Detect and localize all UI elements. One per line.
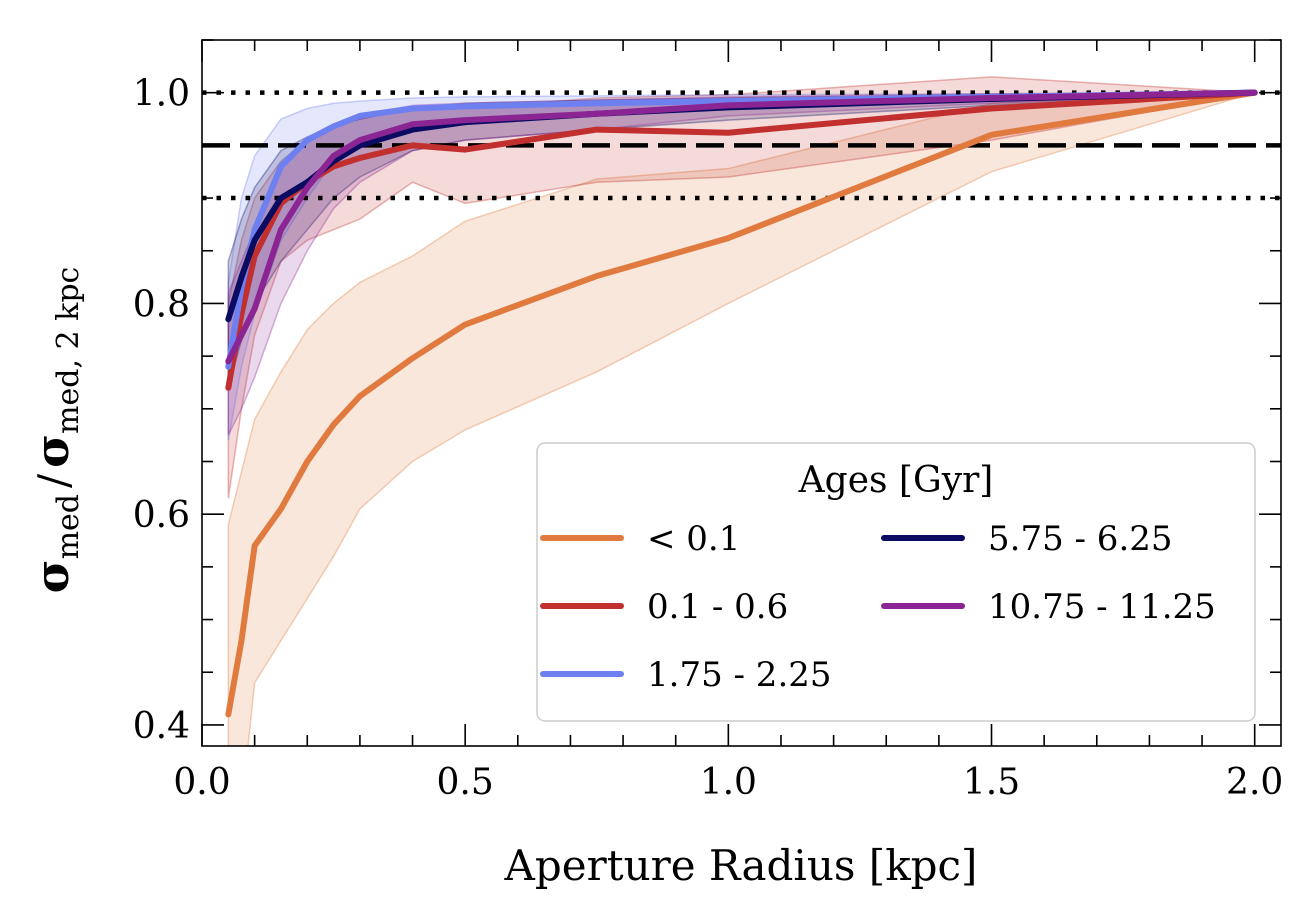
plot-frame: [201, 39, 1282, 747]
series-line-1: [225, 89, 1258, 391]
legend-title: Ages [Gyr]: [798, 460, 994, 501]
series-line-0: [225, 89, 1258, 718]
y-label-sub-1: med: [51, 494, 86, 559]
legend-label-1: 0.1 - 0.6: [647, 587, 788, 627]
y-axis-label: σmed/σmed, 2 kpc: [25, 267, 86, 594]
x-tick-label: 0.5: [437, 762, 494, 803]
y-label-sigma-2: σ: [25, 434, 79, 468]
axis-ticks: [201, 39, 1281, 746]
y-label-slash: /: [29, 473, 78, 488]
legend-label-3: 5.75 - 6.25: [988, 519, 1173, 559]
legend-box: [536, 442, 1256, 722]
legend-label-2: 1.75 - 2.25: [647, 655, 832, 695]
series-line-2: [225, 89, 1258, 370]
y-label-sub-2: med, 2 kpc: [51, 267, 86, 434]
legend: Ages [Gyr] < 0.1 0.1 - 0.6 1.75 - 2.25 5.75…: [536, 442, 1256, 722]
x-tick-label: 2.0: [1226, 762, 1283, 803]
svg-text:σmed/σmed, 2 kpc: σmed/σmed, 2 kpc: [25, 267, 86, 594]
x-tick-label: 1.0: [700, 762, 757, 803]
x-tick-label: 0.0: [173, 762, 230, 803]
y-label-sigma-1: σ: [25, 559, 79, 593]
tick-labels: 0.0 0.5 1.0 1.5 2.0 0.4 0.6 0.8 1.0: [133, 74, 1284, 803]
x-axis-label: Aperture Radius [kpc]: [504, 841, 978, 890]
legend-label-0: < 0.1: [647, 519, 740, 559]
legend-items: < 0.1 0.1 - 0.6 1.75 - 2.25 5.75 - 6.25 10.7…: [540, 519, 1216, 695]
y-tick-label: 0.8: [133, 284, 190, 325]
y-tick-label: 0.4: [133, 706, 190, 747]
y-tick-label: 1.0: [133, 74, 190, 115]
y-tick-label: 0.6: [133, 495, 190, 536]
legend-label-4: 10.75 - 11.25: [988, 587, 1216, 627]
series-lines: [225, 89, 1258, 718]
series-line-4: [225, 89, 1258, 365]
x-tick-label: 1.5: [963, 762, 1020, 803]
band-0: [227, 91, 1255, 746]
